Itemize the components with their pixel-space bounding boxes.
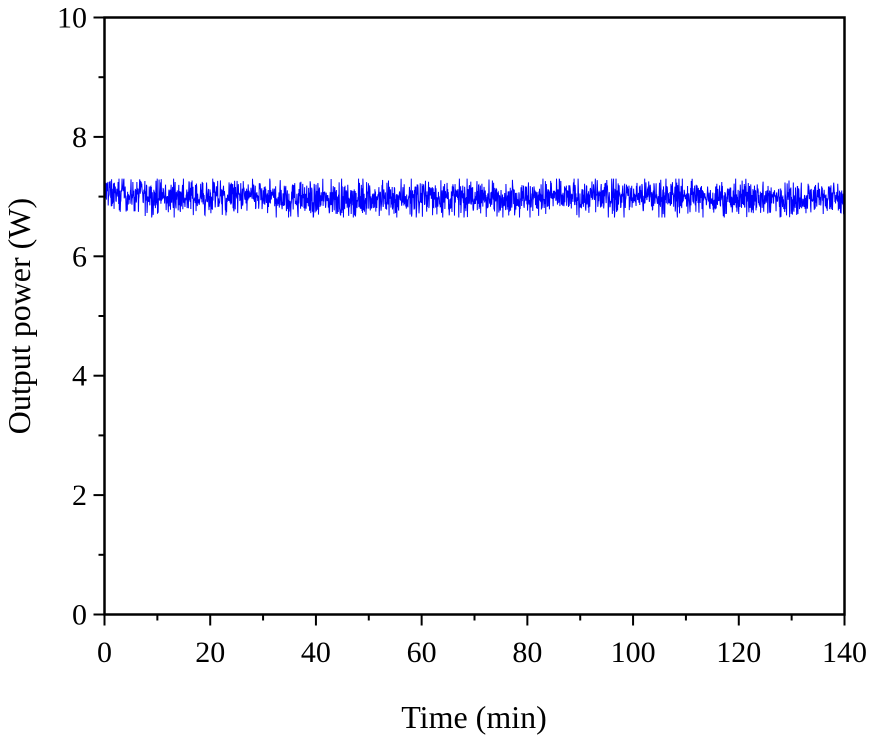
x-tick-label: 60 [407,636,437,669]
x-tick-label: 140 [822,636,867,669]
y-tick-label: 6 [72,240,87,273]
y-tick-label: 4 [72,360,87,393]
y-axis: 0 2 4 6 8 10 [57,2,105,632]
x-tick-label: 0 [97,636,112,669]
x-tick-label: 20 [195,636,225,669]
y-tick-label: 8 [72,121,87,154]
x-axis-label: Time (min) [401,699,547,735]
y-tick-label: 2 [72,479,87,512]
y-axis-label: Output power (W) [1,198,37,434]
x-tick-label: 80 [512,636,542,669]
output-power-line [104,178,845,218]
x-tick-label: 100 [611,636,656,669]
output-power-trace [104,178,845,218]
x-axis: 0 20 40 60 80 100 120 140 [97,614,867,669]
x-tick-label: 40 [301,636,331,669]
y-tick-label: 10 [57,2,87,35]
plot-frame [103,16,846,616]
x-tick-label: 120 [716,636,761,669]
y-tick-label: 0 [72,599,87,632]
